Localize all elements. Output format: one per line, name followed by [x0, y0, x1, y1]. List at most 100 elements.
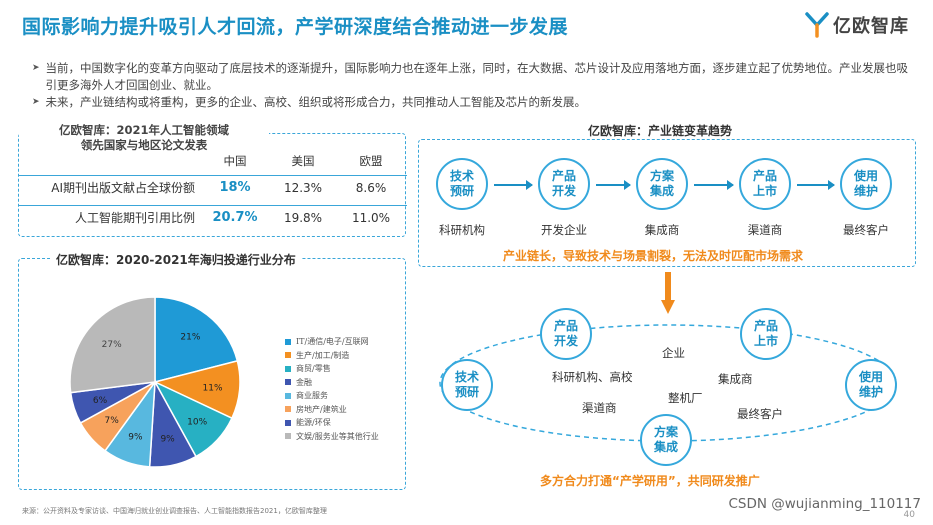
node-label: 使用 维护	[858, 370, 883, 399]
node-label: 产品 上市	[753, 319, 778, 348]
eco-label: 渠道商	[582, 401, 617, 415]
brand-logo: 亿欧智库	[805, 12, 909, 38]
legend-item: 房地产/建筑业	[285, 403, 379, 417]
pie-slice	[154, 296, 239, 383]
row-label: AI期刊出版文献占全球份额	[51, 181, 195, 195]
table-header-row: 中国 美国 欧盟	[19, 149, 407, 173]
legend-label: 生产/加工/制造	[296, 350, 350, 360]
legend-label: 金融	[296, 377, 312, 387]
row-label: 人工智能期刊引用比例	[74, 211, 195, 225]
logo-icon	[805, 12, 829, 38]
chain-node-sub: 科研机构	[439, 223, 485, 237]
watermark: CSDN @wujianming_110117	[728, 496, 921, 512]
paper-table-panel: 亿欧智库：2021年人工智能领域 领先国家与地区论文发表 中国 美国 欧盟 AI…	[18, 123, 407, 237]
page-number: 40	[903, 510, 915, 520]
node-label: 方案 集成	[649, 169, 674, 198]
triangle-bullet-icon: ➤	[32, 97, 40, 107]
legend-swatch	[285, 392, 291, 399]
table-row: AI期刊出版文献占全球份额 18% 12.3% 8.6%	[19, 175, 407, 199]
node-label: 产品 开发	[551, 169, 576, 198]
pie-slice-label: 21%	[180, 332, 200, 342]
pie-slice-label: 27%	[102, 340, 122, 350]
node-label: 方案 集成	[653, 425, 678, 454]
legend-label: 文娱/服务业等其他行业	[296, 431, 379, 441]
chain-node-launch: 产品 上市	[739, 158, 791, 210]
legend-item: 商业服务	[285, 389, 379, 403]
eco-node-integration: 方案 集成	[640, 414, 692, 466]
chain-node-maintenance: 使用 维护	[840, 158, 892, 210]
node-label: 技术 预研	[454, 370, 479, 399]
bullet-item: ➤ 当前，中国数字化的变革方向驱动了底层技术的逐渐提升，国际影响力也在逐年上涨，…	[32, 60, 912, 94]
source-note: 来源：公开资料及专家访谈、中国海归就业创业调查报告、人工智能指数报告2021，亿…	[22, 507, 327, 515]
paper-table-title-line2: 领先国家与地区论文发表	[80, 138, 208, 152]
bullet-item: ➤ 未来，产业链结构或将重构，更多的企业、高校、组织或将形成合力，共同推动人工智…	[32, 94, 912, 111]
chain-node-development: 产品 开发	[538, 158, 590, 210]
arrow-right-icon	[494, 180, 533, 190]
logo-text: 亿欧智库	[833, 16, 909, 37]
legend-label: 商业服务	[296, 391, 328, 401]
cell-china: 18%	[219, 180, 251, 195]
legend-label: IT/通信/电子/互联网	[296, 337, 369, 347]
column-header-china: 中国	[223, 154, 247, 168]
eco-node-maintenance: 使用 维护	[845, 359, 897, 411]
column-header-usa: 美国	[291, 154, 315, 168]
legend-item: IT/通信/电子/互联网	[285, 335, 379, 349]
arrow-right-icon	[596, 180, 631, 190]
pie-chart: 21% 11% 10% 9% 9% 7% 6% 27%	[69, 296, 241, 468]
pie-slice-label: 6%	[93, 396, 108, 406]
chain-problem-text: 产业链长，导致技术与场景割裂，无法及时匹配市场需求	[503, 249, 804, 263]
eco-node-development: 产品 开发	[540, 308, 592, 360]
chain-node-sub: 开发企业	[541, 223, 587, 237]
legend-item: 能源/环保	[285, 416, 379, 430]
bullet-text: 未来，产业链结构或将重构，更多的企业、高校、组织或将形成合力，共同推动人工智能及…	[45, 95, 587, 109]
arrow-down-icon	[661, 272, 675, 314]
cell-eu: 11.0%	[351, 210, 391, 225]
legend-swatch	[285, 338, 291, 345]
bullet-text: 当前，中国数字化的变革方向驱动了底层技术的逐渐提升，国际影响力也在逐年上涨，同时…	[45, 61, 909, 92]
chain-panel	[418, 139, 916, 267]
pie-title: 亿欧智库：2020-2021年海归投递行业分布	[50, 251, 302, 268]
pie-slice	[69, 296, 156, 394]
chain-node-integration: 方案 集成	[636, 158, 688, 210]
legend-item: 金融	[285, 376, 379, 390]
pie-slice-label: 10%	[187, 418, 207, 428]
pie-legend: IT/通信/电子/互联网 生产/加工/制造 商贸/零售金融商业服务房地产/建筑业 能源…	[285, 335, 379, 443]
intro-bullets: ➤ 当前，中国数字化的变革方向驱动了底层技术的逐渐提升，国际影响力也在逐年上涨，…	[32, 60, 912, 111]
eco-label: 企业	[662, 346, 685, 360]
node-label: 产品 开发	[553, 319, 578, 348]
arrow-right-icon	[797, 180, 835, 190]
arrow-right-icon	[694, 180, 734, 190]
pie-slice-label: 11%	[203, 383, 223, 393]
node-label: 产品 上市	[752, 169, 777, 198]
eco-label: 最终客户	[737, 407, 783, 421]
eco-label: 科研机构、高校	[552, 370, 633, 384]
eco-label: 整机厂	[668, 391, 703, 405]
ecosystem-conclusion: 多方合力打通“产学研用”，共同研发推广	[540, 474, 760, 488]
table-row: 人工智能期刊引用比例 20.7% 19.8% 11.0%	[19, 205, 407, 229]
cell-usa: 12.3%	[283, 180, 323, 195]
triangle-bullet-icon: ➤	[32, 63, 40, 73]
node-label: 技术 预研	[449, 169, 474, 198]
pie-slice-label: 9%	[128, 432, 143, 442]
legend-swatch	[285, 365, 291, 372]
cell-usa: 19.8%	[283, 210, 323, 225]
chain-node-sub: 最终客户	[843, 223, 889, 237]
chain-node-research: 技术 预研	[436, 158, 488, 210]
legend-label: 房地产/建筑业	[296, 404, 347, 414]
eco-node-research: 技术 预研	[441, 359, 493, 411]
legend-item: 文娱/服务业等其他行业	[285, 430, 379, 444]
column-header-eu: 欧盟	[359, 154, 383, 168]
pie-slice-label: 7%	[105, 416, 120, 426]
node-label: 使用 维护	[853, 169, 878, 198]
legend-label: 商贸/零售	[296, 364, 331, 374]
chain-node-sub: 集成商	[644, 223, 680, 237]
cell-eu: 8.6%	[355, 180, 387, 195]
legend-label: 能源/环保	[296, 418, 331, 428]
paper-table-title: 亿欧智库：2021年人工智能领域 领先国家与地区论文发表	[19, 123, 269, 153]
legend-item: 生产/加工/制造	[285, 349, 379, 363]
page-title: 国际影响力提升吸引人才回流，产学研深度结合推动进一步发展	[22, 16, 569, 38]
chain-title: 亿欧智库：产业链变革趋势	[580, 122, 741, 139]
eco-label: 集成商	[718, 372, 753, 386]
legend-swatch	[285, 419, 291, 426]
cell-china: 20.7%	[212, 210, 258, 225]
